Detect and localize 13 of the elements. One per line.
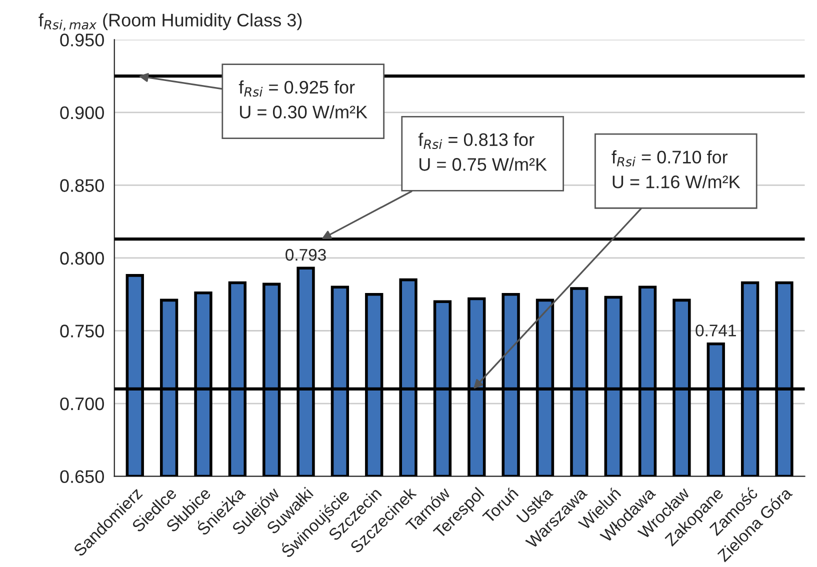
y-tick-label: 0.800 bbox=[60, 252, 104, 265]
y-tick-label: 0.850 bbox=[60, 179, 104, 192]
y-tick-label: 0.650 bbox=[60, 470, 104, 483]
y-axis-title: f$_{Rsi,max}$ (Room Humidity Class 3) bbox=[38, 13, 302, 31]
y-tick-label: 0.950 bbox=[60, 34, 104, 46]
data-label: 0.793 bbox=[286, 248, 326, 261]
data-label: 0.741 bbox=[696, 324, 736, 336]
y-tick-label: 0.700 bbox=[60, 397, 104, 410]
ref-line-label: f$_{Rsi}$ = 0.813 for U = 0.75 W/m²K bbox=[418, 132, 547, 171]
y-tick-label: 0.750 bbox=[60, 324, 104, 338]
ref-line-label: f$_{Rsi}$ = 0.710 for U = 1.16 W/m²K bbox=[612, 150, 740, 188]
y-tick-label: 0.900 bbox=[60, 106, 104, 120]
ref-line-label: f$_{Rsi}$ = 0.925 for U = 0.30 W/m²K bbox=[238, 80, 368, 118]
